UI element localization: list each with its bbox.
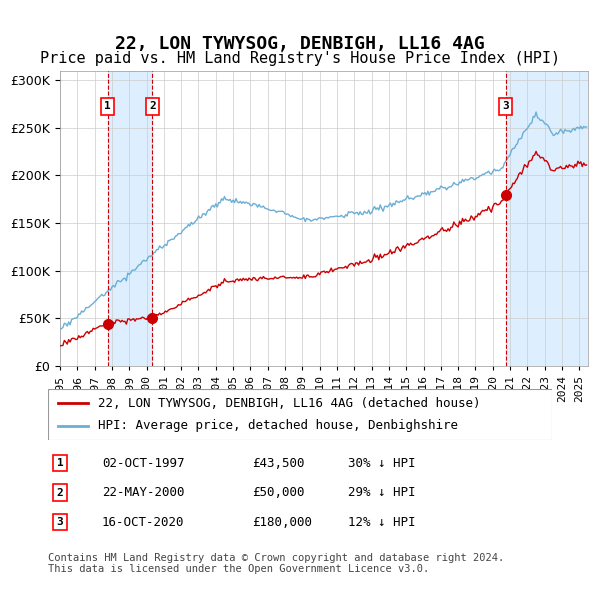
- Text: 2: 2: [149, 101, 156, 111]
- Text: 22-MAY-2000: 22-MAY-2000: [102, 486, 185, 499]
- Text: £50,000: £50,000: [252, 486, 305, 499]
- Text: 22, LON TYWYSOG, DENBIGH, LL16 4AG (detached house): 22, LON TYWYSOG, DENBIGH, LL16 4AG (deta…: [98, 397, 481, 410]
- Text: 22, LON TYWYSOG, DENBIGH, LL16 4AG: 22, LON TYWYSOG, DENBIGH, LL16 4AG: [115, 35, 485, 53]
- Text: 16-OCT-2020: 16-OCT-2020: [102, 516, 185, 529]
- Bar: [107, 71, 152, 366]
- Text: 02-OCT-1997: 02-OCT-1997: [102, 457, 185, 470]
- Text: £180,000: £180,000: [252, 516, 312, 529]
- Text: 12% ↓ HPI: 12% ↓ HPI: [348, 516, 415, 529]
- Text: Price paid vs. HM Land Registry's House Price Index (HPI): Price paid vs. HM Land Registry's House …: [40, 51, 560, 67]
- Text: £43,500: £43,500: [252, 457, 305, 470]
- Text: 3: 3: [502, 101, 509, 111]
- Text: 1: 1: [56, 458, 64, 468]
- Bar: [506, 71, 587, 366]
- FancyBboxPatch shape: [48, 389, 552, 440]
- Text: 1: 1: [104, 101, 111, 111]
- Text: Contains HM Land Registry data © Crown copyright and database right 2024.
This d: Contains HM Land Registry data © Crown c…: [48, 553, 504, 574]
- Text: 2: 2: [56, 488, 64, 497]
- Text: 29% ↓ HPI: 29% ↓ HPI: [348, 486, 415, 499]
- Text: HPI: Average price, detached house, Denbighshire: HPI: Average price, detached house, Denb…: [98, 419, 458, 432]
- Text: 3: 3: [56, 517, 64, 527]
- Text: 30% ↓ HPI: 30% ↓ HPI: [348, 457, 415, 470]
